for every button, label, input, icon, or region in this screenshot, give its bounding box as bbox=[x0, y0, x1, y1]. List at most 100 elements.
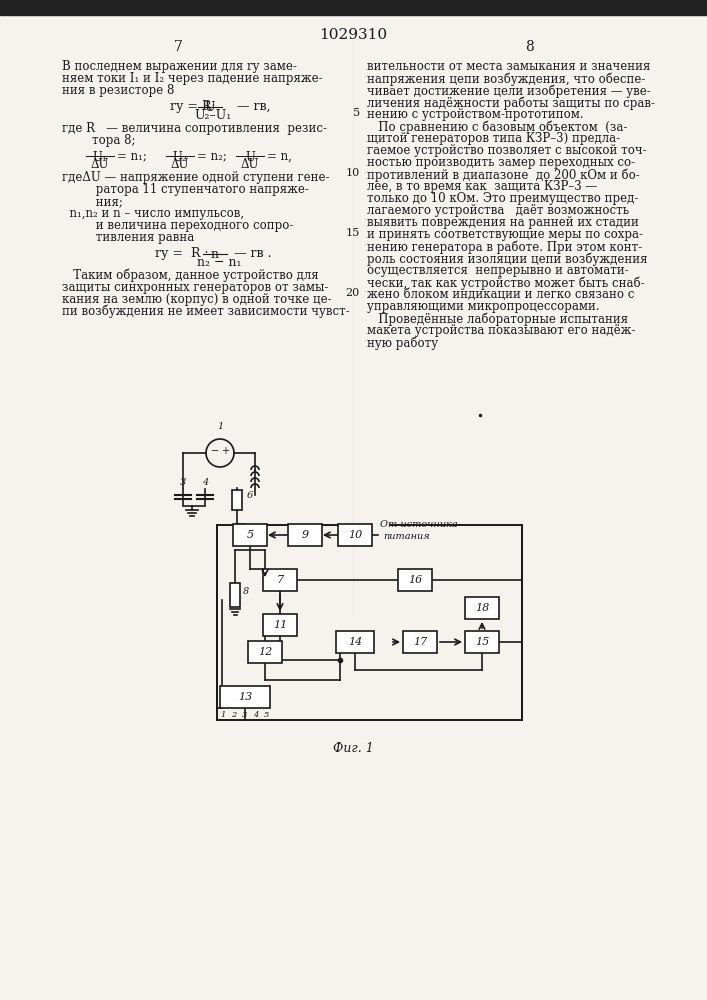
Text: защиты синхронных генераторов от замы-: защиты синхронных генераторов от замы- bbox=[62, 281, 328, 294]
Text: вительности от места замыкания и значения: вительности от места замыкания и значени… bbox=[367, 60, 650, 73]
Text: личения надёжности работы защиты по срав-: личения надёжности работы защиты по срав… bbox=[367, 96, 655, 109]
Text: 3: 3 bbox=[243, 711, 247, 719]
Bar bbox=[230, 583, 240, 607]
Text: 8: 8 bbox=[243, 586, 250, 595]
Text: 1: 1 bbox=[217, 422, 223, 431]
Text: осуществляется  непрерывно и автомати-: осуществляется непрерывно и автомати- bbox=[367, 264, 629, 277]
Text: 12: 12 bbox=[258, 647, 272, 657]
Text: 5: 5 bbox=[264, 711, 269, 719]
Bar bbox=[465, 631, 499, 653]
Text: управляющими микропроцессорами.: управляющими микропроцессорами. bbox=[367, 300, 600, 313]
Text: нению генератора в работе. При этом конт-: нению генератора в работе. При этом конт… bbox=[367, 240, 642, 253]
Text: ния;: ния; bbox=[62, 195, 123, 208]
Text: ностью производить замер переходных со-: ностью производить замер переходных со- bbox=[367, 156, 635, 169]
Text: тора 8;: тора 8; bbox=[92, 134, 136, 147]
Text: чески, так как устройство может быть снаб-: чески, так как устройство может быть сна… bbox=[367, 276, 645, 290]
Bar bbox=[232, 490, 242, 510]
Text: ΔU: ΔU bbox=[90, 158, 109, 171]
Text: — rв,: — rв, bbox=[233, 100, 271, 113]
Text: 15: 15 bbox=[475, 637, 489, 647]
Text: питания: питания bbox=[383, 532, 430, 541]
Text: 10: 10 bbox=[346, 168, 360, 178]
Text: тивления равна: тивления равна bbox=[62, 231, 194, 244]
Text: В последнем выражении для rу заме-: В последнем выражении для rу заме- bbox=[62, 60, 297, 73]
Text: 1029310: 1029310 bbox=[319, 28, 387, 42]
Text: напряжения цепи возбуждения, что обеспе-: напряжения цепи возбуждения, что обеспе- bbox=[367, 72, 645, 86]
Text: гдеΔU — напряжение одной ступени гене-: гдеΔU — напряжение одной ступени гене- bbox=[62, 171, 329, 184]
Text: кания на землю (корпус) в одной точке це-: кания на землю (корпус) в одной точке це… bbox=[62, 293, 332, 306]
Text: щитой генераторов типа КЗР–3) предла-: щитой генераторов типа КЗР–3) предла- bbox=[367, 132, 620, 145]
Text: жено блоком индикации и легко связано с: жено блоком индикации и легко связано с bbox=[367, 288, 634, 301]
Bar bbox=[263, 569, 297, 591]
Text: 2: 2 bbox=[231, 711, 237, 719]
Text: От источника: От источника bbox=[380, 520, 457, 529]
Text: U₂: U₂ bbox=[173, 151, 187, 164]
Text: лагаемого устройства   даёт возможность: лагаемого устройства даёт возможность bbox=[367, 204, 629, 217]
Text: = n₂;: = n₂; bbox=[197, 150, 227, 163]
Text: 18: 18 bbox=[475, 603, 489, 613]
Text: пи возбуждения не имеет зависимости чувст-: пи возбуждения не имеет зависимости чувс… bbox=[62, 305, 350, 318]
Bar bbox=[336, 631, 374, 653]
Text: ратора 11 ступенчатого напряже-: ратора 11 ступенчатого напряже- bbox=[62, 183, 309, 196]
Text: — rв .: — rв . bbox=[230, 247, 271, 260]
Bar bbox=[338, 524, 372, 546]
Text: +: + bbox=[221, 446, 229, 456]
Text: 7: 7 bbox=[276, 575, 284, 585]
Text: rу =  R ·: rу = R · bbox=[155, 247, 209, 260]
Text: роль состояния изоляции цепи возбуждения: роль состояния изоляции цепи возбуждения bbox=[367, 252, 648, 265]
Text: 13: 13 bbox=[238, 692, 252, 702]
Bar bbox=[465, 597, 499, 619]
Text: противлений в диапазоне  до 200 кОм и бо-: противлений в диапазоне до 200 кОм и бо- bbox=[367, 168, 640, 182]
Text: где R   — величина сопротивления  резис-: где R — величина сопротивления резис- bbox=[62, 122, 327, 135]
Text: лее, в то время как  защита КЗР–3 —: лее, в то время как защита КЗР–3 — bbox=[367, 180, 597, 193]
Text: 1: 1 bbox=[221, 711, 226, 719]
Bar bbox=[248, 641, 282, 663]
Text: n₂ − n₁: n₂ − n₁ bbox=[197, 256, 242, 269]
Bar bbox=[0, 0, 707, 15]
Bar bbox=[398, 569, 432, 591]
Text: ΔU: ΔU bbox=[171, 158, 189, 171]
Bar bbox=[220, 686, 270, 708]
Text: ΔU: ΔU bbox=[241, 158, 259, 171]
Text: n: n bbox=[211, 248, 219, 261]
Text: −: − bbox=[211, 446, 219, 456]
Text: 8: 8 bbox=[525, 40, 534, 54]
Text: 17: 17 bbox=[413, 637, 427, 647]
Text: ния в резисторе 8: ния в резисторе 8 bbox=[62, 84, 175, 97]
Text: 9: 9 bbox=[301, 530, 308, 540]
Text: n₁,n₂ и n – число импульсов,: n₁,n₂ и n – число импульсов, bbox=[62, 207, 244, 220]
Text: чивает достижение цели изобретения — уве-: чивает достижение цели изобретения — уве… bbox=[367, 84, 650, 98]
Text: 10: 10 bbox=[348, 530, 362, 540]
Text: нению с устройством-прототипом.: нению с устройством-прототипом. bbox=[367, 108, 583, 121]
Text: и величина переходного сопро-: и величина переходного сопро- bbox=[62, 219, 293, 232]
Text: 5: 5 bbox=[353, 108, 360, 118]
Text: rу = R·: rу = R· bbox=[170, 100, 216, 113]
Bar bbox=[263, 614, 297, 636]
Text: только до 10 кОм. Это преимущество пред-: только до 10 кОм. Это преимущество пред- bbox=[367, 192, 638, 205]
Text: U: U bbox=[245, 151, 255, 164]
Text: макета устройства показывают его надёж-: макета устройства показывают его надёж- bbox=[367, 324, 636, 337]
Text: U: U bbox=[205, 101, 215, 114]
Text: U₂–U₁: U₂–U₁ bbox=[194, 109, 231, 122]
Text: 4: 4 bbox=[202, 478, 208, 487]
Text: 3: 3 bbox=[180, 478, 186, 487]
Text: 7: 7 bbox=[173, 40, 182, 54]
Text: выявить повреждения на ранней их стадии: выявить повреждения на ранней их стадии bbox=[367, 216, 639, 229]
Text: гаемое устройство позволяет с высокой точ-: гаемое устройство позволяет с высокой то… bbox=[367, 144, 647, 157]
Text: няем токи I₁ и I₂ через падение напряже-: няем токи I₁ и I₂ через падение напряже- bbox=[62, 72, 322, 85]
Text: = n,: = n, bbox=[267, 150, 292, 163]
Text: 5: 5 bbox=[247, 530, 254, 540]
Text: ную работу: ную работу bbox=[367, 336, 438, 350]
Text: 15: 15 bbox=[346, 228, 360, 238]
Text: 6: 6 bbox=[247, 491, 253, 500]
Text: Фиг. 1: Фиг. 1 bbox=[332, 742, 373, 755]
Text: 4: 4 bbox=[253, 711, 259, 719]
Text: По сравнению с базовым объектом  (за-: По сравнению с базовым объектом (за- bbox=[367, 120, 627, 133]
Text: = n₁;: = n₁; bbox=[117, 150, 147, 163]
Text: 11: 11 bbox=[273, 620, 287, 630]
Text: Проведённые лабораторные испытания: Проведённые лабораторные испытания bbox=[367, 312, 628, 326]
Text: и принять соответствующие меры по сохра-: и принять соответствующие меры по сохра- bbox=[367, 228, 643, 241]
Bar bbox=[288, 524, 322, 546]
Bar bbox=[233, 524, 267, 546]
Text: Таким образом, данное устройство для: Таким образом, данное устройство для bbox=[62, 269, 319, 282]
